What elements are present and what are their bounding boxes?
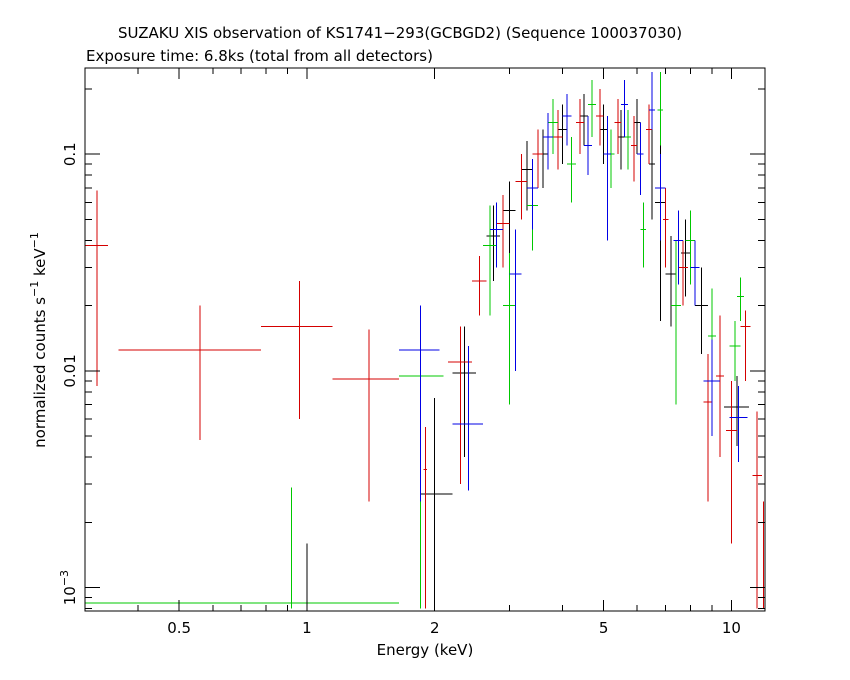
y-tick-label-sup: −3	[58, 570, 71, 586]
data-point-0-14	[723, 375, 749, 447]
data-point-3-11	[654, 154, 666, 241]
y-tick-label: 10−3	[58, 570, 79, 605]
data-point-2-5	[548, 98, 558, 155]
data-point-1-17	[678, 240, 688, 306]
data-point-1-14	[630, 116, 638, 182]
data-point-3-13	[690, 240, 700, 306]
data-point-0-15	[680, 219, 691, 297]
data-point-1-2	[261, 281, 333, 419]
data-point-2-15	[729, 320, 741, 381]
data-point-1-21	[740, 310, 751, 381]
data-point-1-10	[553, 109, 563, 170]
data-point-1-11	[575, 98, 585, 155]
data-point-1-18	[703, 353, 712, 502]
data-point-2-2	[483, 205, 497, 316]
y-axis-label-mid: keV	[31, 248, 49, 281]
data-point-1-22	[752, 411, 762, 609]
data-point-3-1	[452, 346, 484, 491]
data-point-3-2	[490, 202, 504, 268]
data-point-1-13	[614, 98, 622, 155]
data-point-0-12	[665, 235, 676, 327]
data-point-1-15	[646, 104, 652, 165]
data-point-3-16	[649, 71, 655, 130]
data-point-1-20	[725, 380, 737, 544]
data-point-0-4	[521, 141, 533, 211]
data-point-3-5	[543, 112, 554, 170]
data-point-0-17	[305, 543, 309, 609]
series-0	[305, 93, 749, 609]
data-layer	[85, 71, 765, 609]
x-tick-label: 1	[302, 619, 312, 637]
data-point-0-7	[580, 93, 589, 146]
plot-frame	[84, 67, 766, 612]
data-point-3-8	[603, 116, 611, 241]
y-axis-label-sup2: −1	[28, 232, 41, 248]
data-point-1-1	[118, 305, 262, 440]
data-point-3-10	[637, 122, 644, 195]
data-point-1-0	[85, 190, 109, 387]
y-axis-label: normalized counts s−1 keV−1	[28, 232, 49, 448]
chart-subtitle: Exposure time: 6.8ks (total from all det…	[86, 47, 433, 65]
data-point-2-10	[640, 202, 647, 268]
data-point-0-2	[486, 205, 500, 282]
data-point-1-7	[496, 194, 510, 268]
data-point-1-3	[332, 329, 400, 502]
data-point-2-11	[657, 71, 663, 146]
data-point-1-6	[472, 255, 487, 316]
series-1	[85, 88, 765, 609]
data-point-3-7	[584, 116, 593, 176]
data-point-2-1	[399, 315, 444, 609]
data-point-3-15	[729, 386, 748, 462]
data-point-1-19	[716, 315, 724, 458]
y-axis-label-sup1: −1	[28, 281, 41, 297]
data-point-3-14	[703, 339, 720, 437]
data-point-2-7	[588, 80, 597, 138]
data-point-3-0	[399, 305, 440, 502]
data-point-2-0	[85, 487, 400, 609]
data-point-2-8	[607, 129, 615, 188]
data-point-0-13	[694, 267, 708, 354]
data-point-2-3	[503, 253, 516, 405]
chart-title: SUZAKU XIS observation of KS1741−293(GCB…	[118, 24, 682, 42]
series-3	[399, 71, 748, 502]
data-point-0-8	[599, 104, 608, 165]
data-point-1-9	[532, 129, 544, 188]
data-point-1-12	[596, 88, 604, 146]
data-point-2-16	[736, 277, 744, 321]
x-tick-label: 0.5	[167, 619, 191, 637]
data-point-1-16	[662, 187, 669, 268]
x-axis-label: Energy (keV)	[377, 641, 474, 659]
y-tick-label-base: 10	[61, 586, 79, 605]
data-point-0-9	[617, 109, 625, 170]
data-point-1-23	[760, 501, 765, 609]
y-tick-label: 0.01	[61, 354, 79, 387]
data-point-0-5	[537, 129, 549, 188]
data-point-3-4	[527, 159, 538, 230]
data-point-1-4	[423, 427, 428, 609]
data-point-3-12	[673, 210, 684, 285]
data-point-0-11	[649, 129, 655, 220]
data-point-2-12	[670, 240, 681, 405]
data-point-0-10	[634, 98, 641, 155]
data-point-0-6	[557, 104, 568, 165]
data-point-1-8	[515, 154, 528, 220]
x-tick-label: 10	[722, 619, 741, 637]
x-tick-label: 5	[599, 619, 609, 637]
y-tick-label: 0.1	[61, 142, 79, 166]
data-point-3-3	[509, 229, 522, 371]
data-point-2-9	[624, 109, 631, 170]
data-point-3-9	[621, 80, 628, 138]
data-point-2-6	[567, 137, 576, 203]
x-tick-label: 2	[430, 619, 440, 637]
data-point-3-6	[562, 93, 572, 146]
data-point-2-13	[685, 210, 695, 285]
data-point-0-3	[503, 181, 516, 262]
series-2	[85, 71, 744, 609]
data-point-0-1	[452, 326, 476, 458]
y-axis-label-base: normalized counts s	[31, 297, 49, 448]
